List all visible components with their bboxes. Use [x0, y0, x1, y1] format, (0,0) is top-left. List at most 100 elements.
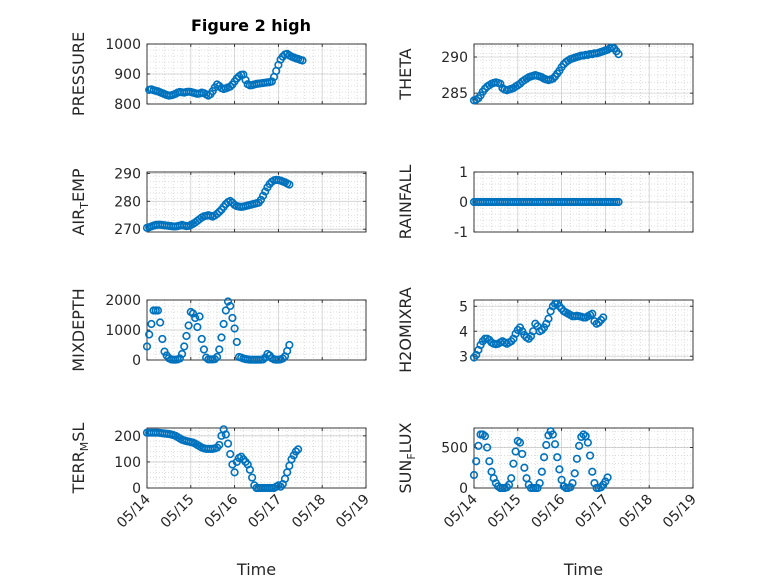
data-point: [230, 468, 239, 477]
data-point: [258, 191, 268, 200]
data-point: [147, 319, 156, 329]
data-point: [515, 438, 525, 447]
axes-box: [473, 43, 694, 105]
data-point: [142, 342, 152, 351]
data-point: [267, 77, 276, 86]
data-point: [507, 474, 516, 483]
subplot-terr-msl: 05/14 05/15 05/16 05/17 05/18 05/19 0 100 200 TER…: [69, 423, 373, 579]
data-point: [570, 469, 579, 478]
data-point: [485, 457, 494, 466]
data-point: [226, 449, 235, 459]
subplot-theta: 285 290 THETA: [396, 43, 694, 105]
y-tick-label: 280: [114, 194, 141, 210]
x-tick-label: 05/15: [158, 492, 198, 532]
y-axis-label: SUNFLUX: [396, 422, 418, 493]
subplot-sun-flux: 05/14 05/15 05/16 05/17 05/18 05/19 0 500 SUNFLU…: [396, 422, 700, 579]
y-tick-label: 900: [114, 67, 141, 83]
figure-title: Figure 2 high: [191, 16, 311, 35]
data-point: [575, 441, 584, 450]
subplot-mixdepth: 0 1000 2000 MIXDEPTH: [69, 288, 367, 372]
x-tick-label: 05/18: [616, 492, 656, 532]
y-tick-label: 1000: [105, 323, 141, 339]
data-point: [496, 79, 505, 88]
data-point: [294, 445, 303, 454]
data-point: [193, 322, 202, 332]
data-point: [223, 297, 233, 306]
data-point: [483, 443, 492, 452]
data-point: [568, 479, 577, 488]
data-point: [614, 50, 623, 59]
x-tick-label: 05/17: [572, 492, 612, 532]
data-point: [601, 477, 610, 486]
data-point: [215, 440, 224, 450]
data-point: [191, 313, 200, 323]
subplot-pressure: 800 900 1000 PRESSURE: [69, 32, 367, 116]
data-point: [585, 451, 595, 460]
data-point: [548, 74, 557, 83]
data-point: [278, 354, 287, 363]
data-point: [217, 333, 226, 342]
data-point: [199, 345, 209, 354]
x-tick-label: 05/18: [289, 492, 329, 532]
data-point: [537, 467, 546, 476]
data-point: [245, 465, 255, 474]
data-point: [232, 337, 241, 347]
x-axis-label: Time: [563, 560, 603, 579]
y-tick-label: 800: [114, 97, 141, 113]
data-point: [145, 330, 154, 339]
data-point: [474, 441, 483, 450]
axes-box: [146, 171, 367, 233]
y-axis-label: AIRTEMP: [69, 168, 91, 235]
y-tick-label: 200: [114, 429, 141, 445]
data-point: [226, 82, 235, 91]
data-point: [256, 195, 265, 205]
x-tick-label: 05/16: [202, 491, 242, 531]
data-point: [153, 306, 163, 315]
data-point: [219, 319, 228, 329]
data-point: [553, 453, 562, 462]
y-tick-label: 500: [441, 440, 468, 456]
subplot-air-temp: 270 280 290 AIRTEMP: [69, 166, 367, 238]
data-point: [544, 431, 553, 440]
data-point: [261, 187, 270, 196]
data-point: [158, 334, 167, 344]
data-point: [212, 209, 222, 218]
data-point: [298, 56, 307, 65]
data-point: [182, 331, 191, 341]
y-tick-label: 2000: [105, 293, 141, 309]
data-point: [177, 349, 187, 359]
data-point: [210, 355, 219, 364]
data-point: [188, 309, 198, 318]
y-tick-label: 285: [441, 86, 468, 102]
data-point: [583, 438, 592, 447]
data-point: [588, 467, 597, 476]
data-point: [241, 75, 250, 85]
x-tick-label: 05/14: [114, 491, 154, 531]
data-point: [175, 354, 184, 363]
data-point: [599, 313, 608, 322]
x-tick-label: 05/19: [660, 492, 700, 532]
y-tick-label: -1: [454, 225, 468, 241]
data-point: [542, 440, 551, 450]
y-axis-label: PRESSURE: [69, 32, 88, 116]
data-point: [566, 483, 575, 492]
data-point: [522, 474, 531, 483]
x-tick-label: 05/14: [441, 491, 481, 531]
axes-box: [473, 299, 694, 361]
y-tick-label: 4: [459, 324, 468, 340]
y-axis-label: THETA: [396, 48, 415, 100]
x-tick-label: 05/17: [245, 492, 285, 532]
data-point: [550, 440, 560, 449]
data-point: [539, 453, 549, 462]
data-point: [518, 449, 527, 459]
y-tick-label: 0: [132, 353, 141, 369]
data-point: [555, 465, 564, 474]
data-point: [603, 473, 612, 482]
data-point: [480, 432, 490, 441]
x-tick-label: 05/19: [333, 492, 373, 532]
data-point: [509, 459, 518, 468]
y-axis-label: TERRMSL: [69, 423, 91, 495]
data-point: [544, 314, 553, 323]
y-tick-label: 0: [459, 195, 468, 211]
